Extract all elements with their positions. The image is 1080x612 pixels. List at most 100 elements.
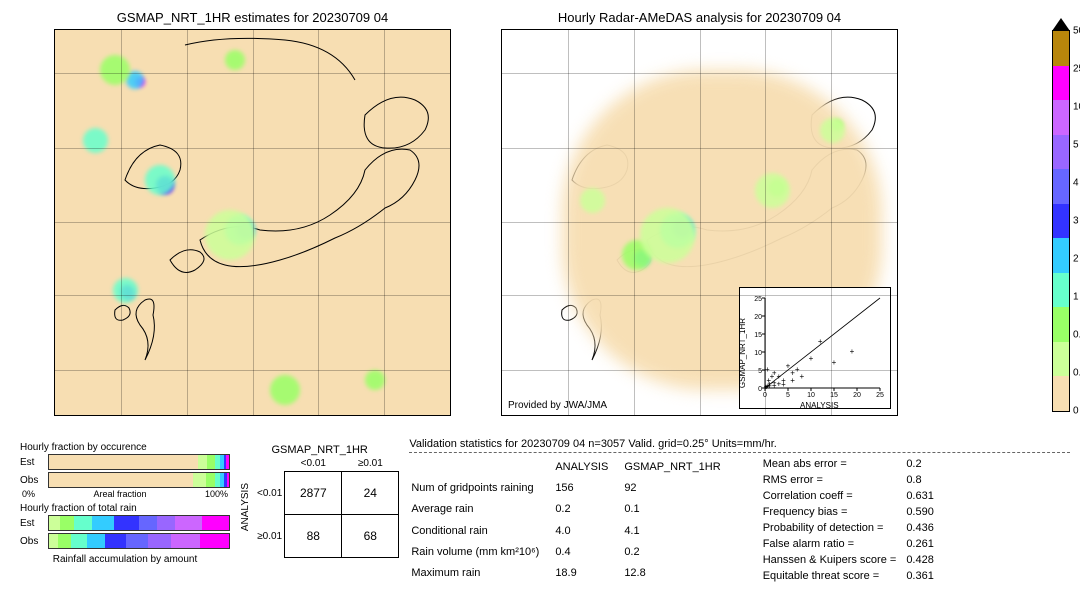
maps-row: GSMAP_NRT_1HR estimates for 20230709 04 … — [10, 10, 1070, 430]
ct-01: 24 — [342, 472, 399, 515]
bar-row-label: Obs — [20, 536, 44, 547]
svg-text:20: 20 — [853, 392, 861, 399]
colorbar-tick: 1 — [1073, 292, 1079, 303]
score-cell: 0.8 — [902, 473, 938, 487]
tot-title: Hourly fraction of total rain — [20, 503, 230, 514]
stats-cell: 0.2 — [624, 542, 734, 561]
colorbar-tick: 2 — [1073, 254, 1079, 265]
ct-00: 2877 — [285, 472, 342, 515]
xtick: 140°E — [752, 415, 779, 416]
score-cell: False alarm ratio = — [759, 537, 901, 551]
ytick: 30°N — [501, 280, 502, 291]
ct-11: 68 — [342, 515, 399, 558]
inset-scatter: 05101520250510152025++++++++++++++++++++… — [739, 287, 891, 409]
ytick: 25°N — [54, 354, 55, 365]
score-cell: 0.361 — [902, 569, 938, 583]
stats-cell: Conditional rain — [411, 521, 553, 540]
colorbar-tick: 10 — [1073, 102, 1080, 113]
bar-row-label: Est — [20, 457, 44, 468]
occ-ax-0: 0% — [22, 489, 35, 499]
validation-stats: Validation statistics for 20230709 04 n=… — [409, 438, 1070, 585]
stats-cell: 0.2 — [555, 499, 622, 518]
occ-axis: 0% Areal fraction 100% — [20, 489, 230, 499]
xtick: 140°E — [305, 415, 332, 416]
occ-ax-2: 100% — [205, 489, 228, 499]
colorbar-tick: 25 — [1073, 64, 1080, 75]
scatter-svg: 05101520250510152025++++++++++++++++++++… — [740, 288, 890, 408]
xtick: 145°E — [370, 415, 397, 416]
score-cell: 0.590 — [902, 505, 938, 519]
ytick: 45°N — [54, 58, 55, 69]
ct-rh-1: ≥0.01 — [255, 515, 285, 558]
right-map-panel: Hourly Radar-AMeDAS analysis for 2023070… — [501, 10, 898, 430]
svg-text:5: 5 — [786, 392, 790, 399]
xtick: 145°E — [817, 415, 844, 416]
ytick: 25°N — [501, 354, 502, 365]
colorbar-tick: 4 — [1073, 178, 1079, 189]
bar-row-label: Obs — [20, 475, 44, 486]
inset-ylabel: GSMAP_NRT_1HR — [738, 318, 747, 388]
svg-text:25: 25 — [876, 392, 884, 399]
ct-rh-0: <0.01 — [255, 472, 285, 515]
xtick: 130°E — [620, 415, 647, 416]
right-map: Provided by JWA/JMA 05101520250510152025… — [501, 29, 898, 416]
ytick: 35°N — [501, 206, 502, 217]
svg-text:+: + — [799, 372, 804, 381]
stats-cell: Maximum rain — [411, 564, 553, 583]
score-cell: Mean abs error = — [759, 457, 901, 471]
svg-text:+: + — [781, 380, 786, 389]
colorbar-tick: 0 — [1073, 406, 1079, 417]
stats-cell: 12.8 — [624, 564, 734, 583]
colorbar-tick: 0.01 — [1073, 368, 1080, 379]
inset-xlabel: ANALYSIS — [800, 401, 839, 410]
bar-charts: Hourly fraction by occurence Est Obs 0% A… — [20, 438, 230, 585]
stats-cell: 4.0 — [555, 521, 622, 540]
sh-2: GSMAP_NRT_1HR — [624, 457, 734, 476]
svg-text:+: + — [818, 337, 823, 346]
colorbar-tick: 0.5 — [1073, 330, 1080, 341]
occ-title: Hourly fraction by occurence — [20, 442, 230, 453]
svg-text:10: 10 — [807, 392, 815, 399]
stats-title: Validation statistics for 20230709 04 n=… — [409, 438, 1070, 450]
score-cell: Correlation coeff = — [759, 489, 901, 503]
score-cell: 0.261 — [902, 537, 938, 551]
svg-text:+: + — [772, 381, 777, 390]
stats-cell: 0.1 — [624, 499, 734, 518]
score-cell: Hanssen & Kuipers score = — [759, 553, 901, 567]
colorbar: 502510543210.50.010 — [1052, 30, 1070, 412]
right-map-title: Hourly Radar-AMeDAS analysis for 2023070… — [501, 10, 898, 25]
colorbar-tick: 5 — [1073, 140, 1079, 151]
bar-row-label: Est — [20, 518, 44, 529]
score-cell: RMS error = — [759, 473, 901, 487]
left-map: 125°E130°E135°E140°E145°E25°N30°N35°N40°… — [54, 29, 451, 416]
svg-text:25: 25 — [754, 296, 762, 303]
ytick: 35°N — [54, 206, 55, 217]
colorbar-arrow-icon — [1052, 18, 1070, 31]
score-cell: 0.2 — [902, 457, 938, 471]
xtick: 125°E — [107, 415, 134, 416]
contingency-table: GSMAP_NRT_1HR ANALYSIS <0.01 ≥0.01 <0.01… — [240, 444, 399, 585]
xtick: 130°E — [173, 415, 200, 416]
bottom-row: Hourly fraction by occurence Est Obs 0% A… — [10, 438, 1070, 585]
ytick: 40°N — [54, 132, 55, 143]
ytick: 30°N — [54, 280, 55, 291]
stats-cell: Average rain — [411, 499, 553, 518]
colorbar-tick: 50 — [1073, 26, 1080, 37]
stats-left-table: ANALYSIS GSMAP_NRT_1HR Num of gridpoints… — [409, 455, 736, 585]
xtick: 125°E — [554, 415, 581, 416]
stats-right-table: Mean abs error =0.2RMS error =0.8Correla… — [757, 455, 940, 585]
ct-col-title: GSMAP_NRT_1HR — [240, 444, 399, 456]
svg-text:20: 20 — [754, 314, 762, 321]
ct-row-title: ANALYSIS — [240, 483, 251, 531]
stats-cell: 92 — [624, 478, 734, 497]
left-map-panel: GSMAP_NRT_1HR estimates for 20230709 04 … — [54, 10, 451, 430]
stats-cell: 4.1 — [624, 521, 734, 540]
score-cell: Equitable threat score = — [759, 569, 901, 583]
score-cell: 0.436 — [902, 521, 938, 535]
svg-text:15: 15 — [754, 332, 762, 339]
occ-ax-1: Areal fraction — [93, 489, 146, 499]
sh-1: ANALYSIS — [555, 457, 622, 476]
ytick: 40°N — [501, 132, 502, 143]
stats-divider — [409, 452, 1070, 453]
score-cell: Frequency bias = — [759, 505, 901, 519]
